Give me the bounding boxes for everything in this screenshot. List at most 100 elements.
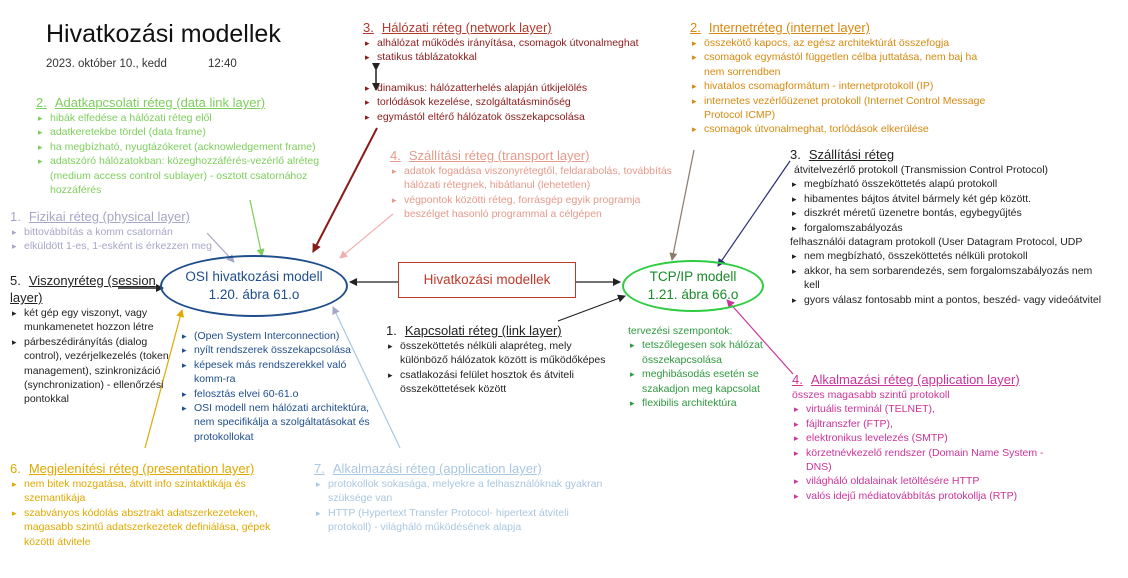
datalink-layer-title: Adatkapcsolati réteg (data link layer) (54, 95, 266, 110)
tcpip-model-name: TCP/IP modell (649, 269, 737, 284)
list-item: megbízható összeköttetés alapú protokoll (790, 177, 1120, 192)
application-osi-list: protokollok sokasága, melyekre a felhasz… (314, 477, 604, 535)
presentation-layer-list: nem bitek mozgatása, átvitt info szintak… (10, 477, 300, 549)
datalink-layer-list: hibák elfedése a hálózati réteg elől ada… (36, 111, 358, 197)
application-tcp-note: 4. Alkalmazási réteg (application layer) … (792, 371, 1052, 504)
transport-to-osi-arrow (339, 213, 394, 259)
list-item: bittovábbítás a komm csatornán (10, 225, 270, 240)
internet-layer-list: összekötő kapocs, az egész architektúrát… (690, 36, 1000, 137)
network-layer-note: 3. Hálózati réteg (network layer) alhálóz… (363, 19, 683, 124)
osi-items-note: (Open System Interconnection) nyílt rend… (180, 329, 375, 444)
application-tcp-title: Alkalmazási réteg (application layer) (810, 372, 1020, 387)
internet-layer-title: Internetréteg (internet layer) (708, 20, 870, 35)
datalink-layer-note: 2. Adatkapcsolati réteg (data link layer)… (36, 94, 358, 197)
osi-model-name: OSI hivatkozási modell (185, 269, 323, 284)
list-item: összeköttetés nélküli alapréteg, mely kü… (386, 339, 618, 368)
application-tcp-lead: összes magasabb szintű protokoll (792, 389, 950, 401)
network-layer-num: 3. (363, 20, 374, 35)
network-layer-list: alhálózat működés irányítása, csomagok ú… (363, 36, 683, 124)
physical-layer-title: Fizikai réteg (physical layer) (28, 209, 190, 224)
center-node: Hivatkozási modellek (398, 262, 576, 298)
list-item: összekötő kapocs, az egész architektúrát… (690, 36, 1000, 51)
physical-layer-heading: 1. Fizikai réteg (physical layer) (10, 208, 270, 225)
transport-osi-title: Szállítási réteg (transport layer) (408, 148, 590, 163)
network-layer-heading: 3. Hálózati réteg (network layer) (363, 19, 683, 36)
list-item: képesek más rendszerekkel való komm-ra (180, 358, 375, 387)
list-item: fájltranszfer (FTP), (792, 417, 1052, 432)
list-item: egymástól eltérő hálózatok összekapcsolá… (363, 110, 683, 125)
transport-osi-note: 4. Szállítási réteg (transport layer) ada… (390, 147, 680, 222)
list-item: két gép egy viszonyt, vagy munkamenetet … (10, 306, 172, 335)
list-item: dinamikus: hálózatterhelés alapján útkij… (363, 81, 683, 96)
list-item: nyílt rendszerek összekapcsolása (180, 343, 375, 358)
application-osi-heading: 7. Alkalmazási réteg (application layer) (314, 460, 604, 477)
list-item: akkor, ha sem sorbarendezés, sem forgalo… (790, 264, 1105, 293)
list-item: HTTP (Hypertext Transfer Protocol- hiper… (314, 506, 604, 535)
list-item: csomagok útvonalmeghat, torlódások elker… (690, 122, 1000, 137)
datalink-layer-num: 2. (36, 95, 47, 110)
list-item: statikus táblázatokkal (363, 50, 683, 65)
tcpip-model-node: TCP/IP modell 1.21. ábra 66.o (622, 260, 764, 312)
physical-layer-num: 1. (10, 209, 21, 224)
page-title: Hivatkozási modellek (46, 20, 281, 48)
list-item: internetes vezérlőüzenet protokoll (Inte… (690, 94, 1000, 123)
application-osi-note: 7. Alkalmazási réteg (application layer) … (314, 460, 604, 535)
session-layer-list: két gép egy viszonyt, vagy munkamenetet … (10, 306, 172, 407)
list-item: diszkrét méretű üzenetre bontás, egybegy… (790, 206, 1120, 221)
tcp-protocol-line: átvitelvezérlő protokoll (Transmission C… (794, 164, 1049, 176)
application-tcp-num: 4. (792, 372, 803, 387)
transport-tcp-note: 3. Szállítási réteg átvitelvezérlő protok… (790, 146, 1120, 307)
list-item: tetszőlegesen sok hálózat összekapcsolás… (628, 338, 778, 367)
list-item: meghibásodás esetén se szakadjon meg kap… (628, 367, 778, 396)
session-layer-title: Viszonyréteg (session layer) (10, 273, 156, 305)
list-item: virtuális terminál (TELNET), (792, 402, 1052, 417)
session-layer-heading: 5. Viszonyréteg (session layer) (10, 272, 172, 306)
list-item: gyors válasz fontosabb mint a pontos, be… (790, 293, 1105, 308)
udp-protocol-line: felhasználói datagram protokoll (User Da… (790, 236, 1083, 249)
presentation-layer-num: 6. (10, 461, 21, 476)
list-item: elektronikus levelezés (SMTP) (792, 431, 1052, 446)
list-item: csomagok egymástól független célba jutta… (690, 50, 1000, 79)
transport-tcp-num: 3. (790, 147, 801, 162)
list-item: nem bitek mozgatása, átvitt info szintak… (10, 477, 300, 506)
list-item: valós idejű médiatovábbítás protokollja … (792, 489, 1052, 504)
link-layer-num: 1. (386, 323, 397, 338)
internet-layer-num: 2. (690, 20, 701, 35)
datalink-layer-heading: 2. Adatkapcsolati réteg (data link layer) (36, 94, 358, 111)
transport-tcp-heading: 3. Szállítási réteg (790, 146, 1120, 163)
list-item: hibamentes bájtos átvitel bármely két gé… (790, 192, 1120, 207)
design-list: tetszőlegesen sok hálózat összekapcsolás… (628, 338, 778, 410)
tcp-protocol-list: megbízható összeköttetés alapú protokoll… (790, 177, 1120, 235)
application-tcp-list: virtuális terminál (TELNET), fájltranszf… (792, 402, 1052, 503)
osi-model-node: OSI hivatkozási modell 1.20. ábra 61.o (160, 255, 348, 317)
link-layer-title: Kapcsolati réteg (link layer) (404, 323, 562, 338)
list-item: felosztás elvei 60-61.o (180, 387, 375, 402)
internet-layer-heading: 2. Internetréteg (internet layer) (690, 19, 1000, 36)
tcpip-model-ref: 1.21. ábra 66.o (647, 287, 739, 302)
list-item: szabványos kódolás absztrakt adatszerkez… (10, 506, 300, 549)
list-item: ha megbízható, nyugtázókeret (acknowledg… (36, 140, 358, 155)
internet-layer-note: 2. Internetréteg (internet layer) összekö… (690, 19, 1000, 137)
physical-layer-note: 1. Fizikai réteg (physical layer) bittová… (10, 208, 270, 254)
list-item: világháló oldalainak letöltésére HTTP (792, 474, 1052, 489)
list-item: csatlakozási felület hosztok és átviteli… (386, 368, 618, 397)
list-item: OSI modell nem hálózati architektúra, ne… (180, 401, 375, 444)
presentation-layer-title: Megjelenítési réteg (presentation layer) (28, 461, 255, 476)
center-node-label: Hivatkozási modellek (423, 272, 551, 287)
network-layer-title: Hálózati réteg (network layer) (381, 20, 552, 35)
link-to-tcpip-arrow (557, 294, 626, 322)
list-item: körzetnévkezelő rendszer (Domain Name Sy… (792, 446, 1052, 475)
application-osi-title: Alkalmazási réteg (application layer) (332, 461, 542, 476)
transport-tcp-title: Szállítási réteg (808, 147, 895, 162)
list-item: (Open System Interconnection) (180, 329, 375, 344)
list-item: hivatalos csomagformátum - internetproto… (690, 79, 1000, 94)
session-layer-note: 5.Viszonyréteg (session layer) két gép e… (10, 272, 172, 407)
design-heading: tervezési szempontok: (628, 325, 733, 337)
list-item: adatkeretekbe tördel (data frame) (36, 125, 358, 140)
list-item: hibák elfedése a hálózati réteg elől (36, 111, 358, 126)
application-osi-num: 7. (314, 461, 325, 476)
transport-to-tcpip-arrow (717, 160, 791, 267)
design-note: tervezési szempontok: tetszőlegesen sok … (628, 324, 778, 411)
list-item: protokollok sokasága, melyekre a felhasz… (314, 477, 604, 506)
list-item: adatok fogadása viszonyrétegtől, feldara… (390, 164, 680, 193)
